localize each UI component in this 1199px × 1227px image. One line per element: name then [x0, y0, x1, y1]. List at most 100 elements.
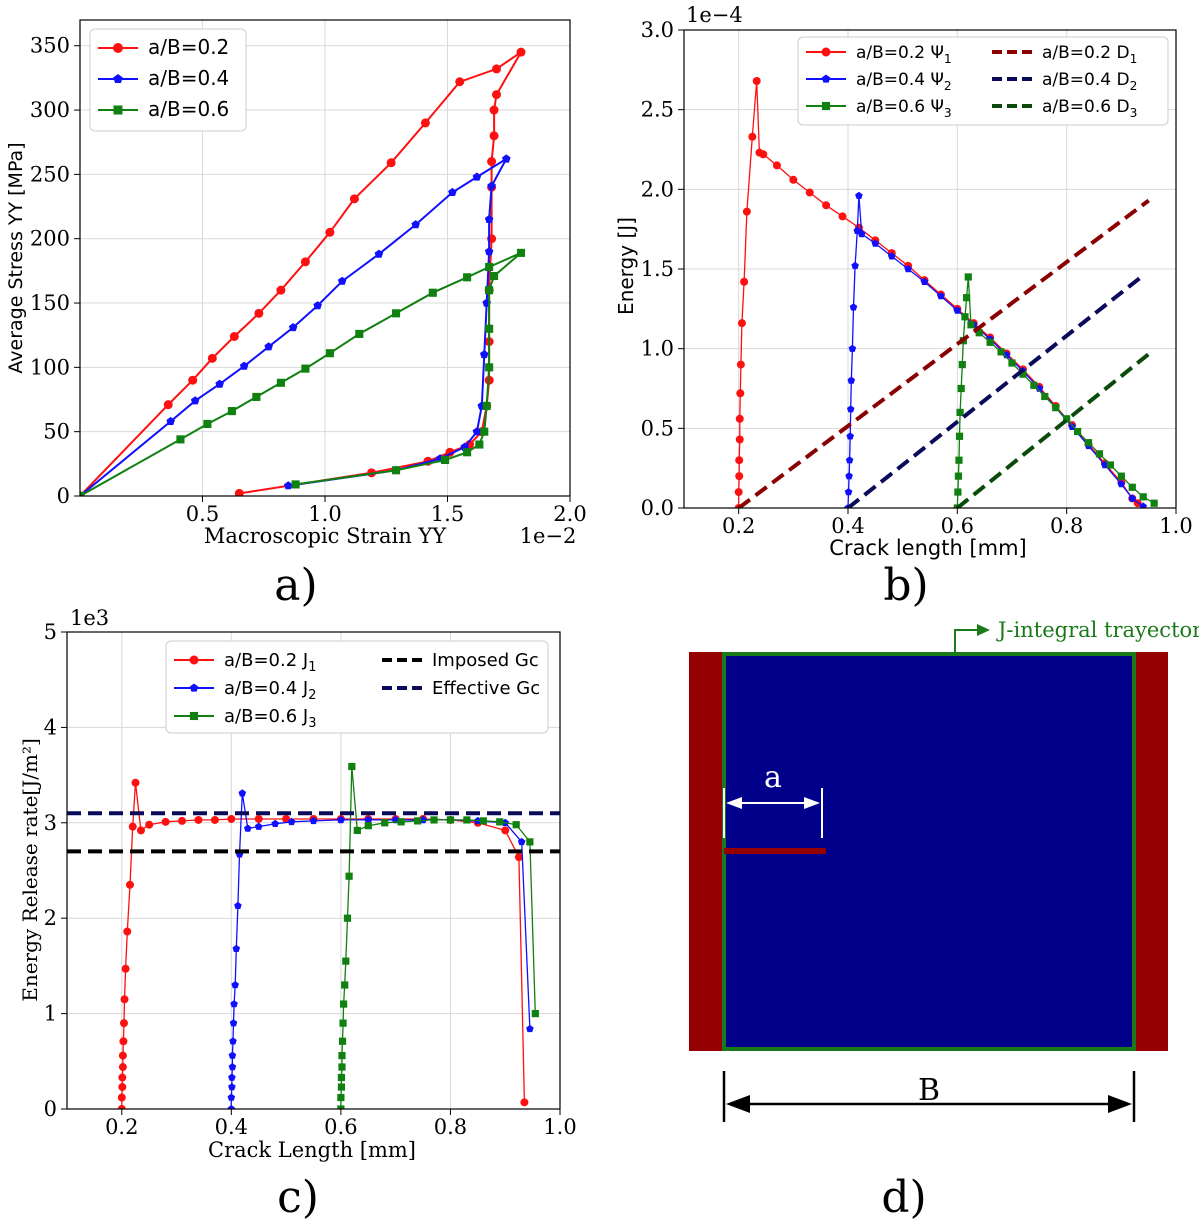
b-xtick-label: 0.6 [941, 514, 974, 538]
a-point [463, 273, 472, 282]
c-ylabel: Energy Release rate[J/m²] [18, 738, 42, 1002]
b-point [953, 306, 962, 314]
b-point [805, 188, 814, 197]
a-point [313, 301, 322, 310]
crack-dim-arrow-right [804, 797, 820, 809]
chart-a: 0.5 1.0 1.5 2.0 0 50 100 150 200 250 300 350 Macros… [5, 19, 587, 611]
c-legend-box [165, 640, 549, 734]
c-point [338, 1063, 346, 1071]
c-point [117, 1093, 126, 1102]
trajectory-arrow [977, 624, 990, 636]
crack-label: a [764, 760, 782, 795]
c-point [232, 944, 241, 952]
c-point [161, 817, 170, 826]
a-point [502, 154, 511, 163]
c-point [496, 818, 504, 826]
b-ytick-label: 1.5 [641, 257, 674, 281]
legend-marker [189, 655, 199, 665]
c-point [381, 819, 389, 827]
width-label: B [918, 1073, 940, 1108]
b-point [736, 360, 745, 369]
legend-label: a/B=0.6 [148, 97, 229, 121]
width-dim-arrow-right [1108, 1095, 1132, 1113]
a-point [448, 187, 457, 196]
legend-marker [821, 101, 831, 111]
c-point [512, 821, 520, 829]
c-point [227, 814, 236, 823]
c-point [119, 1019, 128, 1028]
c-point [131, 778, 140, 787]
a-point [207, 353, 217, 363]
b-point [955, 456, 963, 464]
b-point [857, 229, 866, 238]
c-point [118, 1051, 127, 1060]
b-ticks: 0.2 0.4 0.6 0.8 1.0 0.0 0.5 1.0 1.5 2.0 2.5 3.0 [641, 18, 1193, 538]
b-point [851, 261, 859, 269]
a-point [487, 181, 496, 190]
a-point [485, 286, 494, 295]
legend-label-name: a/B=0.2 D [1042, 43, 1130, 63]
b-point [920, 277, 929, 285]
c-point [118, 1083, 127, 1092]
a-point [487, 157, 497, 167]
c-y-exponent: 1e3 [70, 606, 109, 630]
a-xlabel: Macroscopic Strain YY [204, 524, 447, 548]
c-ytick-label: 2 [44, 906, 57, 930]
c-point [337, 1093, 345, 1102]
c-xlabel: Crack Length [mm] [208, 1138, 416, 1162]
c-ytick-label: 1 [44, 1002, 57, 1026]
b-point [736, 389, 745, 398]
a-point [463, 448, 472, 457]
b-point [1041, 392, 1049, 401]
a-point [480, 350, 489, 359]
c-point [194, 815, 203, 824]
b-point [871, 239, 880, 247]
a-point [392, 309, 401, 318]
a-ytick-label: 300 [30, 98, 70, 122]
legend-marker [113, 105, 123, 115]
legend-label: a/B=0.2 [148, 35, 229, 59]
legend-label: a/B=0.6 D3 [1042, 97, 1137, 120]
c-point [287, 817, 296, 826]
legend-label-name: a/B=0.4 [148, 66, 229, 90]
b-point [752, 76, 761, 85]
legend-marker [189, 711, 199, 721]
a-point [411, 220, 420, 229]
diagram-d: a J-integral trayectory B d) [689, 618, 1199, 1223]
c-series [67, 762, 560, 1109]
b-point [1117, 472, 1125, 480]
a-series [80, 47, 526, 496]
c-point [118, 1063, 127, 1072]
trajectory-leader [954, 629, 985, 654]
a-point [252, 392, 261, 401]
a-point [234, 488, 244, 496]
a-point [291, 480, 300, 489]
b-ytick-label: 0.0 [641, 496, 674, 520]
c-point [364, 815, 373, 824]
legend-label-name: a/B=0.6 [148, 97, 229, 121]
a-point [441, 455, 450, 465]
c-point [178, 816, 187, 825]
b-ytick-label: 0.5 [641, 416, 674, 440]
a-point [166, 416, 175, 425]
legend-label: a/B=0.4 [148, 66, 229, 90]
c-point [227, 1105, 236, 1109]
a-point [325, 227, 335, 237]
chart-c: 0.2 0.4 0.6 0.8 1.0 0 1 2 3 4 5 1e3 Crack Length [… [18, 606, 577, 1223]
a-point [489, 131, 499, 141]
c-point [254, 822, 263, 830]
b-point [734, 488, 743, 497]
b-point [849, 303, 858, 311]
b-point [742, 207, 751, 216]
a-point [300, 257, 310, 267]
b-xtick-label: 0.8 [1050, 514, 1083, 538]
a-ytick-label: 0 [57, 484, 70, 508]
c-xtick-label: 0.2 [105, 1115, 138, 1139]
b-point [845, 456, 854, 464]
c-point [419, 815, 427, 824]
legend-label-sub: 3 [308, 716, 316, 731]
c-point [229, 1037, 237, 1045]
b-point [846, 432, 854, 440]
a-point [229, 331, 239, 341]
a-panel-label: a) [274, 560, 317, 611]
